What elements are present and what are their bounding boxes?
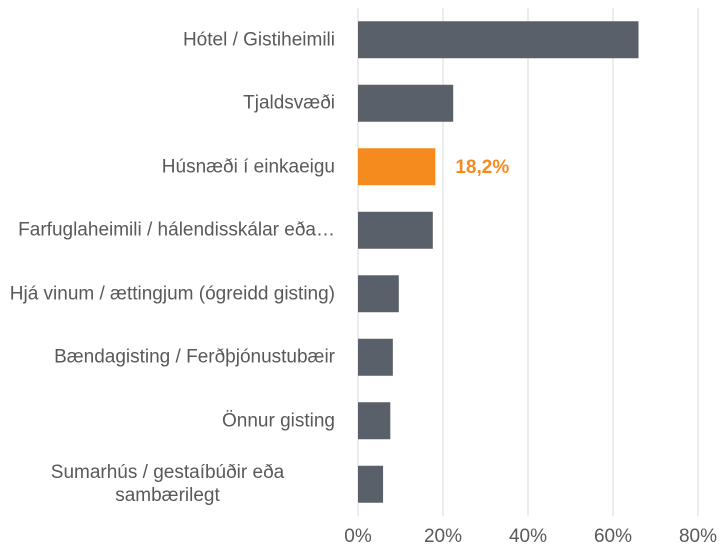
bar	[358, 84, 454, 122]
x-tick-label: 40%	[509, 526, 547, 547]
y-tick-label-box: Farfuglaheimili / hálendisskálar eða…	[0, 219, 335, 242]
y-tick-label-box: Hjá vinum / ættingjum (ógreidd gisting)	[0, 282, 335, 305]
y-tick-label: Húsnæði í einkaeigu	[161, 156, 335, 178]
y-tick-label: Önnur gisting	[221, 410, 335, 432]
y-tick-label-box: Tjaldsvæði	[0, 92, 335, 115]
y-tick-label: Tjaldsvæði	[243, 92, 335, 114]
bar	[358, 465, 384, 503]
y-tick-label-box: Bændagisting / Ferðþjónustubæir	[0, 346, 335, 369]
y-tick-label-box: Hótel / Gistiheimili	[0, 28, 335, 51]
bar	[358, 338, 393, 376]
y-tick-label-box: Húsnæði í einkaeigu	[0, 155, 335, 178]
bar	[358, 275, 399, 313]
y-tick-label: Bændagisting / Ferðþjónustubæir	[54, 346, 335, 368]
bar	[358, 402, 391, 440]
data-label: 18,2%	[455, 157, 509, 178]
y-tick-label: Farfuglaheimili / hálendisskálar eða…	[18, 219, 335, 241]
y-tick-label: Sumarhús / gestaíbúðir eða sambærilegt	[50, 462, 285, 507]
y-tick-label: Hótel / Gistiheimili	[182, 29, 335, 51]
x-tick-label: 0%	[344, 526, 372, 547]
x-tick-label: 20%	[424, 526, 462, 547]
y-tick-label: Hjá vinum / ættingjum (ógreidd gisting)	[9, 283, 335, 305]
x-tick-label: 60%	[594, 526, 632, 547]
bar	[358, 148, 436, 186]
bar	[358, 21, 639, 59]
y-tick-label-box: Önnur gisting	[0, 409, 335, 432]
bar	[358, 211, 433, 249]
y-tick-label-box: Sumarhús / gestaíbúðir eða sambærilegt	[0, 461, 335, 507]
x-tick-label: 80%	[679, 526, 717, 547]
